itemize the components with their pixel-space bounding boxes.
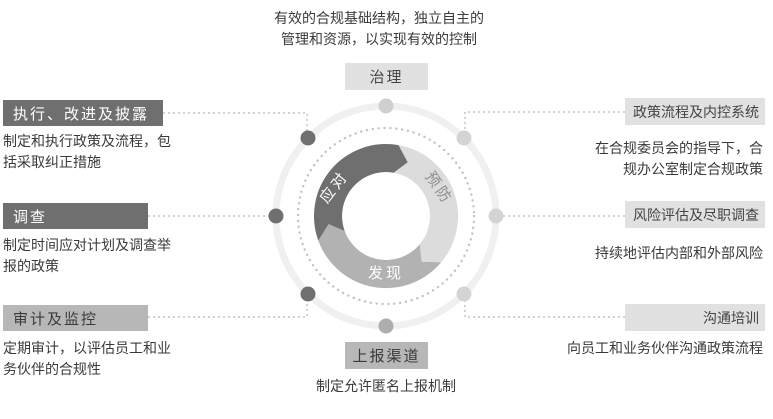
arc-prevention [393,145,459,263]
connector-communication [464,299,625,318]
node-right [488,208,504,224]
arc-response [313,144,408,241]
description-risk: 持续地评估内部和外部风险 [595,246,763,262]
top-description: 有效的合规基础结构，独立自主的管理和资源，以实现有效的控制 [274,11,484,48]
node-top-right [456,130,472,146]
reporting-channel-label-box: 上报渠道 [345,342,428,369]
description-communication: 向员工和业务伙伴沟通政策流程 [567,341,763,357]
node-bottom [378,318,394,334]
description-policy: 在合规委员会的指导下，合规办公室制定合规政策 [595,141,763,178]
description-investigation: 制定时间应对计划及调查举报的政策 [3,238,171,275]
bottom-description: 制定允许匿名上报机制 [316,379,456,395]
connector-policy [464,111,625,133]
arc-detection [318,224,442,289]
node-top [378,98,394,114]
node-bottom-left [300,286,316,302]
node-top-left [300,130,316,146]
connector-implementation [163,112,308,133]
label-box-policy: 政策流程及内控系统 [625,98,765,125]
connector-audit [148,299,308,318]
label-box-audit: 审计及监控 [3,305,148,331]
node-left [268,208,284,224]
description-implementation: 制定和执行政策及流程，包括采取纠正措施 [3,134,171,171]
arc-label-detection: 发现 [368,264,404,282]
label-box-communication: 沟通培训 [625,304,765,331]
label-box-implementation: 执行、改进及披露 [3,100,163,126]
governance-label-box: 治理 [345,63,428,90]
dotted-ring [296,126,476,306]
description-audit: 定期审计，以评估员工和业务伙伴的合规性 [3,341,171,378]
label-box-investigation: 调查 [3,203,148,229]
node-bottom-right [456,286,472,302]
label-box-risk: 风险评估及尽职调查 [625,201,765,228]
